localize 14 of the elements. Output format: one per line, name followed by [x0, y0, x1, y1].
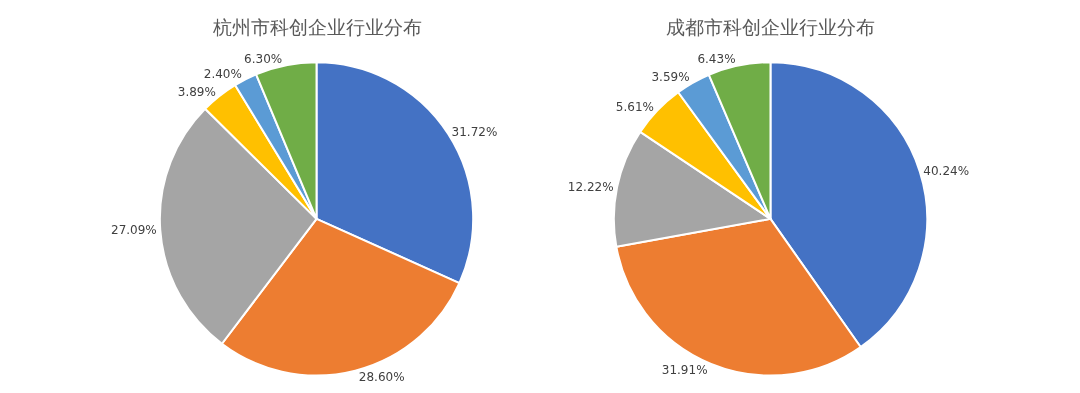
data-label: 28.60% — [358, 370, 405, 385]
data-label: 5.61% — [615, 100, 654, 115]
data-label: 31.91% — [661, 362, 708, 377]
chart-title: 杭州市科创企业行业分布 — [212, 16, 422, 38]
data-label: 2.40% — [203, 66, 242, 81]
data-label: 6.43% — [697, 51, 736, 66]
data-label: 3.89% — [177, 84, 216, 99]
data-label: 3.59% — [651, 70, 690, 85]
data-label: 31.72% — [451, 124, 498, 139]
data-label: 40.24% — [923, 163, 970, 178]
data-label: 6.30% — [244, 51, 283, 66]
chart-title: 成都市科创企业行业分布 — [666, 16, 875, 38]
data-label: 12.22% — [567, 179, 614, 194]
data-label: 27.09% — [110, 223, 157, 238]
